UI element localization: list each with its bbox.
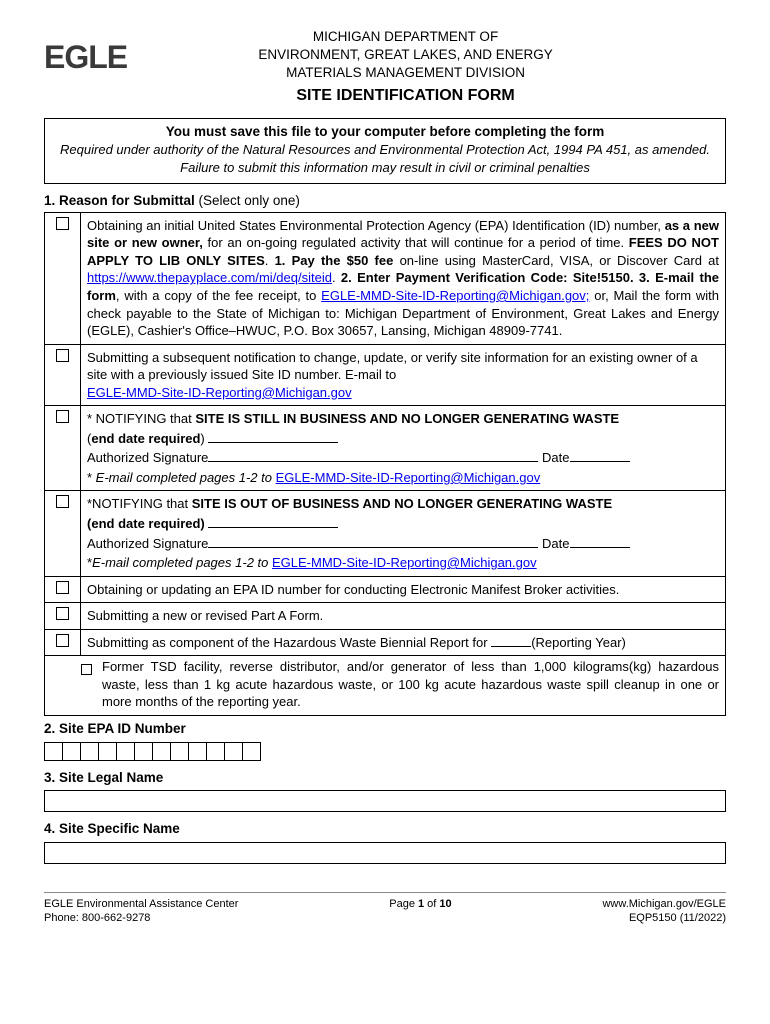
checkbox-former-tsd[interactable] — [81, 664, 92, 675]
reporting-year-field[interactable] — [491, 635, 531, 647]
section-1-title: 1. Reason for Submittal — [44, 193, 195, 208]
checkbox-biennial-report[interactable] — [56, 634, 69, 647]
epa-id-cell[interactable] — [80, 742, 99, 761]
email-link-2[interactable]: EGLE-MMD-Site-ID-Reporting@Michigan.gov — [87, 385, 352, 400]
reason-row-1: Obtaining an initial United States Envir… — [45, 212, 726, 344]
form-title: SITE IDENTIFICATION FORM — [145, 85, 666, 107]
reason-row-8: Former TSD facility, reverse distributor… — [45, 656, 726, 716]
end-date-field-1[interactable] — [208, 430, 338, 442]
section-1-heading: 1. Reason for Submittal (Select only one… — [44, 192, 726, 210]
footer-right: www.Michigan.gov/EGLE EQP5150 (11/2022) — [602, 897, 726, 927]
epa-id-cell[interactable] — [62, 742, 81, 761]
email-link-3[interactable]: EGLE-MMD-Site-ID-Reporting@Michigan.gov — [276, 470, 541, 485]
reason-row-3: * NOTIFYING that SITE IS STILL IN BUSINE… — [45, 406, 726, 491]
epa-id-cell[interactable] — [44, 742, 63, 761]
header: EGLE MICHIGAN DEPARTMENT OF ENVIRONMENT,… — [44, 28, 726, 106]
epa-id-cell[interactable] — [206, 742, 225, 761]
checkbox-still-in-business[interactable] — [56, 410, 69, 423]
epa-id-boxes[interactable] — [44, 742, 726, 761]
end-date-field-2[interactable] — [208, 516, 338, 528]
header-text: MICHIGAN DEPARTMENT OF ENVIRONMENT, GREA… — [145, 28, 726, 106]
site-legal-name-field[interactable] — [44, 790, 726, 812]
footer-center: Page 1 of 10 — [389, 897, 451, 912]
reason-row-4: *NOTIFYING that SITE IS OUT OF BUSINESS … — [45, 491, 726, 576]
checkbox-initial-epa-id[interactable] — [56, 217, 69, 230]
reason-8-text: Former TSD facility, reverse distributor… — [102, 658, 719, 711]
reason-5-text: Obtaining or updating an EPA ID number f… — [81, 576, 726, 603]
signature-field-2[interactable] — [208, 535, 538, 547]
section-4-heading: 4. Site Specific Name — [44, 820, 726, 838]
checkbox-out-of-business[interactable] — [56, 495, 69, 508]
reason-row-2: Submitting a subsequent notification to … — [45, 344, 726, 406]
notice-sub: Required under authority of the Natural … — [53, 141, 717, 176]
email-link-1[interactable]: EGLE-MMD-Site-ID-Reporting@Michigan.gov; — [321, 288, 589, 303]
footer-left: EGLE Environmental Assistance Center Pho… — [44, 897, 238, 927]
reason-1-text: Obtaining an initial United States Envir… — [81, 212, 726, 344]
epa-id-cell[interactable] — [170, 742, 189, 761]
email-link-4[interactable]: EGLE-MMD-Site-ID-Reporting@Michigan.gov — [272, 555, 537, 570]
site-specific-name-field[interactable] — [44, 842, 726, 864]
reason-row-7: Submitting as component of the Hazardous… — [45, 629, 726, 656]
reason-3-text: * NOTIFYING that SITE IS STILL IN BUSINE… — [81, 406, 726, 491]
header-line-2: ENVIRONMENT, GREAT LAKES, AND ENERGY — [145, 46, 666, 64]
reason-row-5: Obtaining or updating an EPA ID number f… — [45, 576, 726, 603]
page-footer: EGLE Environmental Assistance Center Pho… — [44, 892, 726, 927]
reason-row-6: Submitting a new or revised Part A Form. — [45, 603, 726, 630]
section-3-heading: 3. Site Legal Name — [44, 769, 726, 787]
reason-table: Obtaining an initial United States Envir… — [44, 212, 726, 716]
signature-field-1[interactable] — [208, 450, 538, 462]
epa-id-cell[interactable] — [98, 742, 117, 761]
pay-link[interactable]: https://www.thepayplace.com/mi/deq/sitei… — [87, 270, 332, 285]
date-field-1[interactable] — [570, 450, 630, 462]
epa-id-cell[interactable] — [242, 742, 261, 761]
reason-7-text: Submitting as component of the Hazardous… — [81, 629, 726, 656]
checkbox-subsequent-notification[interactable] — [56, 349, 69, 362]
header-line-1: MICHIGAN DEPARTMENT OF — [145, 28, 666, 46]
reason-6-text: Submitting a new or revised Part A Form. — [81, 603, 726, 630]
epa-id-cell[interactable] — [152, 742, 171, 761]
logo: EGLE — [44, 28, 127, 79]
epa-id-cell[interactable] — [116, 742, 135, 761]
checkbox-part-a-form[interactable] — [56, 607, 69, 620]
epa-id-cell[interactable] — [188, 742, 207, 761]
header-line-3: MATERIALS MANAGEMENT DIVISION — [145, 64, 666, 82]
notice-main: You must save this file to your computer… — [53, 123, 717, 141]
epa-id-cell[interactable] — [134, 742, 153, 761]
checkbox-emanifest-broker[interactable] — [56, 581, 69, 594]
epa-id-cell[interactable] — [224, 742, 243, 761]
section-2-heading: 2. Site EPA ID Number — [44, 720, 726, 738]
reason-2-text: Submitting a subsequent notification to … — [81, 344, 726, 406]
reason-4-text: *NOTIFYING that SITE IS OUT OF BUSINESS … — [81, 491, 726, 576]
date-field-2[interactable] — [570, 535, 630, 547]
section-1-paren: (Select only one) — [195, 193, 300, 208]
notice-box: You must save this file to your computer… — [44, 118, 726, 183]
